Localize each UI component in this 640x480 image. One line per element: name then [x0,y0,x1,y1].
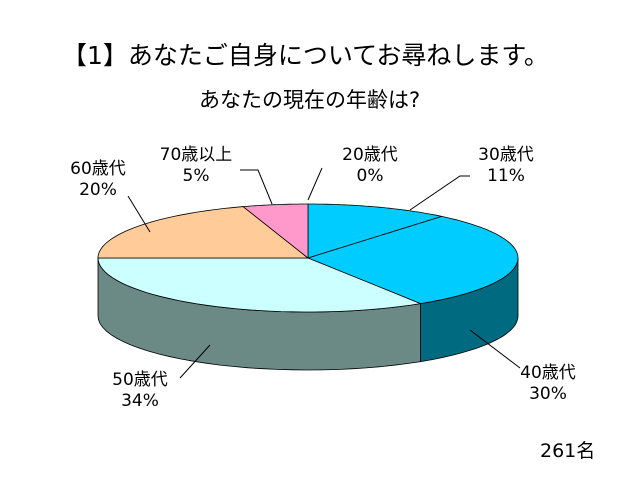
slice-value-3: 34% [121,391,159,411]
slice-value-1: 11% [487,166,525,186]
leader-line-2 [469,329,521,369]
slice-value-4: 20% [79,180,117,200]
pie-slice-4 [97,206,310,259]
leader-line-0 [307,167,323,201]
slice-label-4: 60歳代 [70,159,126,179]
pie-slice-1 [307,203,443,259]
question-title: 【1】あなたご自身についてお尋ねします。 [62,41,549,70]
slice-value-0: 0% [357,166,384,186]
slice-label-3: 50歳代 [112,370,168,390]
slice-label-5: 70歳以上 [160,145,233,165]
pie-slice-5 [242,203,309,259]
respondent-count: 261名 [540,440,596,462]
leader-line-3 [179,344,211,379]
leader-line-5 [240,169,273,205]
leader-line-4 [127,195,151,233]
slice-value-5: 5% [183,166,210,186]
slice-label-2: 40歳代 [520,363,576,383]
slice-value-2: 30% [529,384,567,404]
slice-label-0: 20歳代 [342,145,398,165]
pie-slice-3 [97,257,422,313]
leader-line-1 [409,175,470,211]
pie-slice-2 [306,215,519,305]
slice-label-1: 30歳代 [478,145,534,165]
question-subtitle: あなたの現在の年齢は? [199,88,421,112]
